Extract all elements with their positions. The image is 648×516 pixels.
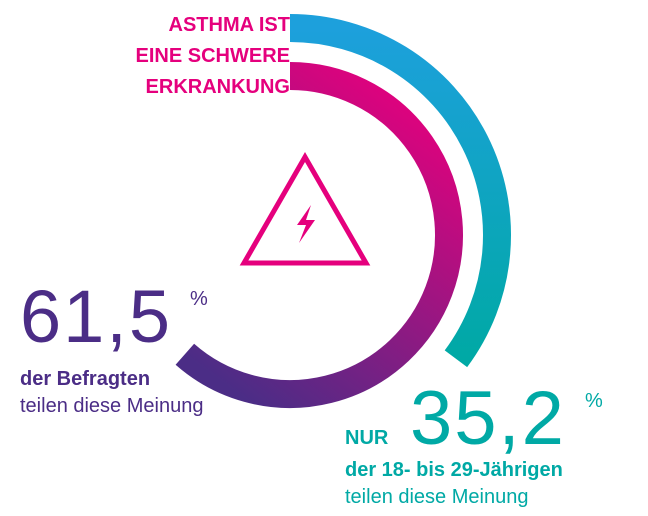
title-line: EINE SCHWERE: [136, 45, 290, 67]
arc: [289, 14, 511, 368]
series-note: teilen diese Meinung: [345, 486, 528, 508]
unit: %: [585, 390, 603, 412]
series-name: der 18- bis 29-Jährigen: [345, 459, 563, 481]
arc: [175, 62, 463, 408]
value-prefix: NUR: [345, 427, 389, 449]
value-label: 35,2: [410, 376, 566, 461]
title-line: ERKRANKUNG: [146, 76, 290, 98]
warning-icon: [239, 151, 371, 266]
series-note: teilen diese Meinung: [20, 395, 203, 417]
unit: %: [190, 288, 208, 310]
series-name: der Befragten: [20, 368, 150, 390]
title-line: ASTHMA IST: [169, 14, 290, 36]
value-label: 61,5: [20, 275, 172, 358]
